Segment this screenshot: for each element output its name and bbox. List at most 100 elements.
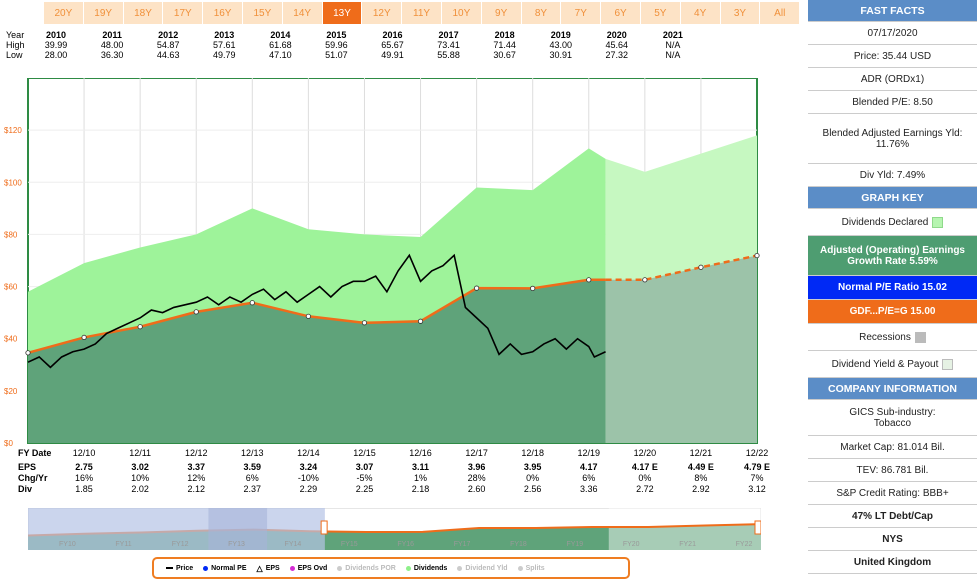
- y-tick-label: $100: [4, 178, 22, 187]
- navigator-year-label: FY21: [679, 541, 696, 548]
- legend-div-yld[interactable]: Dividend Yld: [457, 565, 508, 572]
- info-debt: 47% LT Debt/Cap: [808, 505, 977, 528]
- price-chart[interactable]: $0 $20 $40 $60 $80 $100 $120: [0, 77, 805, 448]
- chg-cell: 6%: [245, 473, 259, 483]
- div-cell: 2.02: [131, 484, 149, 494]
- key-div-yield-payout[interactable]: Dividend Yield & Payout: [808, 351, 977, 378]
- tab-19y[interactable]: 19Y: [83, 2, 124, 24]
- navigator-year-label: FY16: [397, 541, 414, 548]
- eps-marker: [137, 324, 143, 330]
- splits-dot-icon: [517, 565, 523, 571]
- div-por-dot-icon: [337, 565, 343, 571]
- fy_dates-cell: 12/10: [72, 448, 96, 458]
- eps-marker: [754, 252, 760, 259]
- eps-cell: 3.95: [523, 462, 542, 472]
- chg-cell: 8%: [694, 473, 708, 483]
- high-cell: 57.61: [213, 40, 236, 50]
- tab-7y[interactable]: 7Y: [561, 2, 602, 24]
- tab-4y[interactable]: 4Y: [680, 2, 721, 24]
- facts-blended-yield: Blended Adjusted Earnings Yld: 11.76%: [808, 114, 977, 164]
- legend-normal-pe[interactable]: Normal PE: [203, 564, 247, 572]
- years-cell: 2015: [326, 30, 347, 40]
- fy_dates-cell: 12/16: [409, 448, 432, 458]
- tab-15y[interactable]: 15Y: [242, 2, 283, 24]
- tab-16y[interactable]: 16Y: [203, 2, 243, 24]
- legend-eps-ovd[interactable]: EPS Ovd: [289, 564, 328, 572]
- facts-date: 07/17/2020: [808, 22, 977, 45]
- legend-normal-pe-label: Normal PE: [211, 564, 247, 572]
- legend-splits-label: Splits: [525, 564, 545, 572]
- eps-cell: 2.75: [75, 462, 93, 472]
- legend-dividends[interactable]: Dividends: [405, 565, 447, 572]
- div-cell: 3.36: [580, 484, 598, 494]
- fy_dates-cell: 12/22: [745, 448, 769, 458]
- high-cell: 43.00: [549, 40, 572, 50]
- years-cell: 2020: [606, 30, 627, 40]
- tab-12y[interactable]: 12Y: [362, 2, 403, 24]
- tab-6y[interactable]: 6Y: [601, 2, 641, 24]
- key-adjusted-earnings[interactable]: Adjusted (Operating) Earnings Growth Rat…: [808, 236, 977, 276]
- legend-price[interactable]: Price: [166, 565, 193, 572]
- tab-17y[interactable]: 17Y: [163, 2, 204, 24]
- tab-20y[interactable]: 20Y: [44, 2, 84, 24]
- y-tick-label: $60: [4, 283, 18, 292]
- tab-all[interactable]: All: [760, 2, 801, 24]
- navigator-recession: [208, 508, 268, 550]
- fy-date-label: FY Date: [18, 448, 52, 458]
- high-cell: 54.87: [156, 40, 180, 50]
- fy_dates-cell: 12/15: [353, 448, 376, 458]
- tab-14y[interactable]: 14Y: [282, 2, 323, 24]
- key-dividends-declared[interactable]: Dividends Declared: [808, 209, 977, 236]
- div-cell: 2.56: [523, 484, 542, 494]
- years-cell: 2011: [102, 30, 122, 40]
- legend-splits[interactable]: Splits: [517, 564, 545, 572]
- legend-eps[interactable]: △ EPS: [257, 564, 280, 573]
- navigator-forecast-shade: [608, 508, 761, 550]
- tab-11y[interactable]: 11Y: [402, 2, 442, 24]
- tab-18y[interactable]: 18Y: [123, 2, 164, 24]
- dividends-declared-label: Dividends Declared: [841, 216, 929, 228]
- div-cell: 1.85: [75, 484, 93, 494]
- tab-5y[interactable]: 5Y: [640, 2, 681, 24]
- navigator-year-label: FY14: [285, 541, 302, 548]
- adjusted-earnings-line1: Adjusted (Operating) Earnings: [819, 244, 965, 256]
- chg-cell: 0%: [526, 473, 540, 483]
- chg-cell: -10%: [297, 473, 319, 483]
- low-cell: 36.30: [100, 50, 124, 60]
- eps-cell: 4.49 E: [687, 462, 714, 472]
- tab-3y[interactable]: 3Y: [720, 2, 761, 24]
- fy_dates-cell: 12/13: [241, 448, 264, 458]
- low-cell: 51.07: [325, 50, 348, 60]
- key-gdf[interactable]: GDF...P/E=G 15.00: [808, 300, 977, 324]
- high-cell: 71.44: [493, 40, 516, 50]
- legend-eps-label: EPS: [265, 564, 280, 572]
- chg-cell: 0%: [638, 473, 652, 483]
- key-recessions[interactable]: Recessions: [808, 324, 977, 351]
- tab-9y[interactable]: 9Y: [481, 2, 522, 24]
- y-tick-label: $0: [4, 439, 13, 448]
- div-cell: 2.12: [187, 484, 205, 494]
- eps-cell: 3.24: [299, 462, 318, 472]
- navigator-year-label: FY11: [115, 541, 131, 548]
- y-tick-label: $80: [4, 230, 18, 239]
- tab-8y[interactable]: 8Y: [521, 2, 562, 24]
- tab-10y[interactable]: 10Y: [441, 2, 482, 24]
- key-normal-pe[interactable]: Normal P/E Ratio 15.02: [808, 276, 977, 300]
- range-navigator-svg[interactable]: FY10 FY11 FY12 FY13 FY14 FY15 FY16 FY17 FY18 FY19…: [27, 507, 762, 551]
- fy_dates-cell: 12/11: [129, 448, 152, 458]
- eps-cell: 3.02: [131, 462, 149, 472]
- div-cell: 2.60: [467, 484, 486, 494]
- facts-price: Price: 35.44 USD: [808, 45, 977, 68]
- tab-13y[interactable]: 13Y: [322, 2, 363, 24]
- fy_dates-cell: 12/14: [297, 448, 320, 458]
- legend-div-por[interactable]: Dividends POR: [337, 565, 396, 572]
- range-navigator[interactable]: FY10 FY11 FY12 FY13 FY14 FY15 FY16 FY17 FY18 FY19…: [27, 507, 762, 551]
- gics-value: Tobacco: [873, 417, 912, 429]
- eps-marker: [698, 264, 704, 270]
- legend-eps-ovd-label: EPS Ovd: [297, 564, 328, 572]
- eps-cell: 3.07: [355, 462, 374, 472]
- low-cell: 44.63: [156, 50, 180, 60]
- years-cell: 2010: [46, 30, 67, 40]
- chart-svg[interactable]: $0 $20 $40 $60 $80 $100 $120: [0, 77, 805, 448]
- eps-marker: [25, 350, 31, 356]
